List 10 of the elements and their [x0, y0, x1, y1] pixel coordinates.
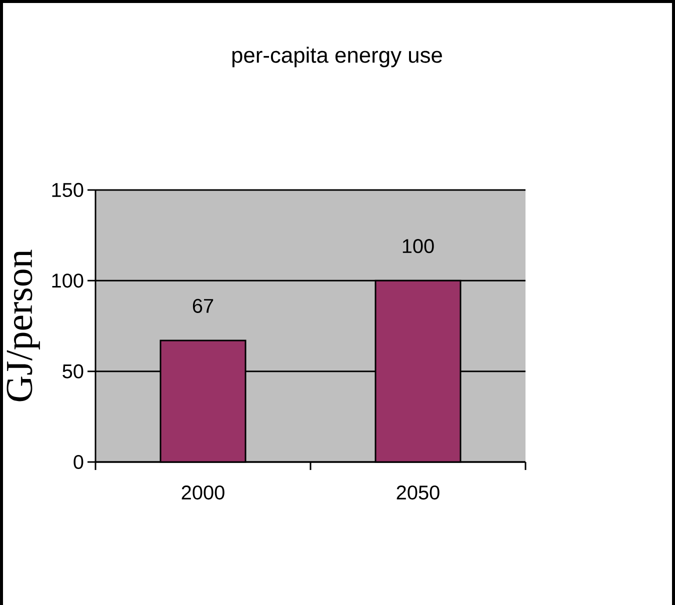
x-tick-label: 2000 [182, 486, 224, 500]
y-tick-label: 0 [74, 454, 84, 470]
data-label: 67 [192, 298, 214, 313]
y-tick-label: 50 [62, 364, 84, 378]
x-tick-label: 2050 [396, 486, 440, 500]
data-label: 100 [402, 239, 434, 254]
chart-title: per-capita energy use [232, 46, 442, 68]
y-tick-label: 150 [52, 182, 84, 198]
y-axis-title: GJ/person [6, 250, 40, 402]
y-tick-label: 100 [52, 274, 84, 288]
